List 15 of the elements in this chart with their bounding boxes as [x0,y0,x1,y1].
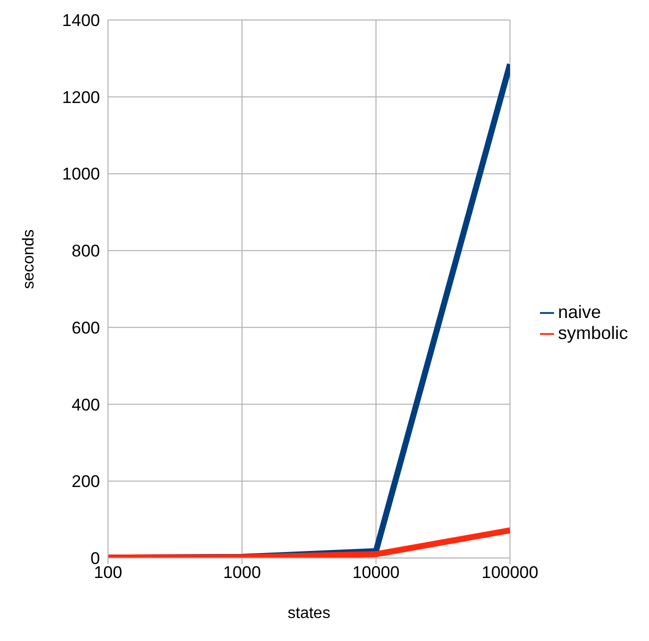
y-tick-label: 1400 [62,11,100,30]
y-tick-label: 200 [72,472,100,492]
y-axis-title: seconds [20,229,38,289]
x-axis-title: states [288,605,330,622]
legend-label: naive [558,302,602,322]
x-tick-label: 10000 [352,563,400,582]
y-tick-label: 800 [72,242,100,261]
y-tick-label: 1000 [62,164,100,184]
x-tick-label: 100 [94,563,122,582]
x-tick-label: 1000 [223,563,261,582]
x-tick-label: 100000 [482,563,538,582]
y-tick-label: 600 [72,318,100,338]
y-tick-label: 1200 [62,88,100,107]
y-tick-label: 400 [72,395,100,414]
legend-label: symbolic [558,323,628,343]
